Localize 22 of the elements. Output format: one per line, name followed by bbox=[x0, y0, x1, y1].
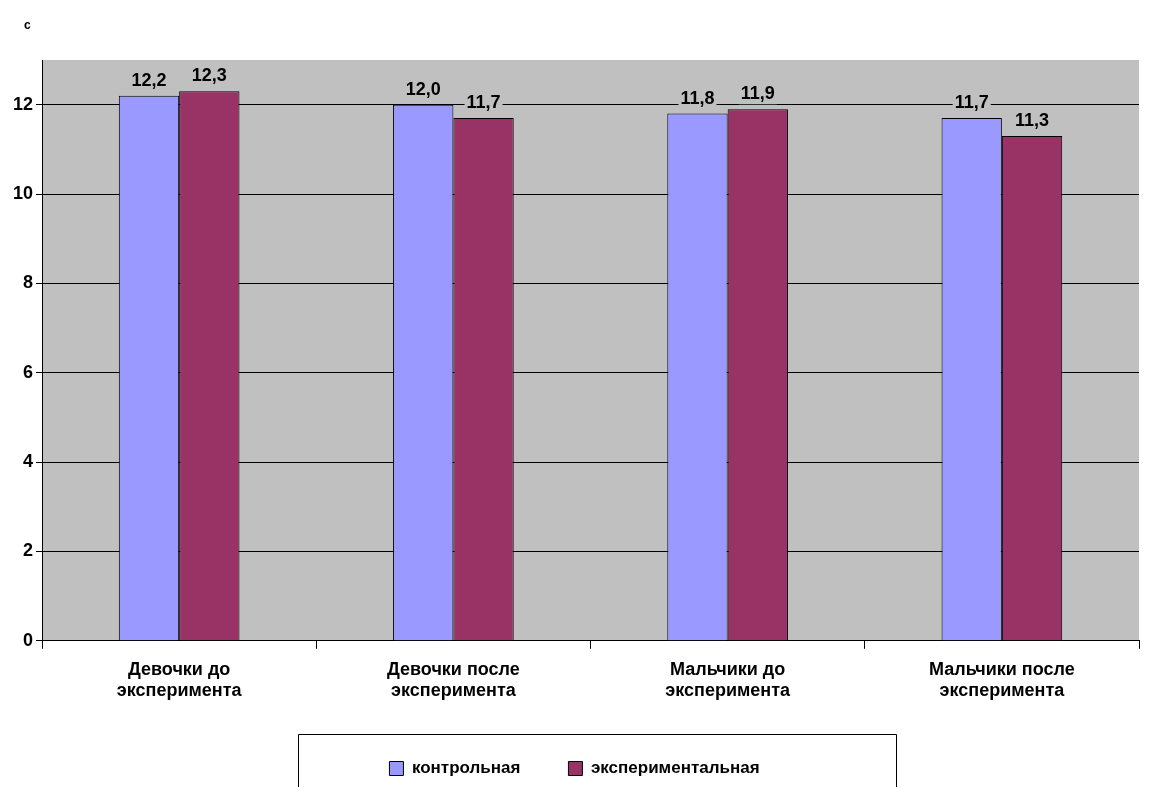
x-tick-label: Девочки до эксперимента bbox=[116, 658, 243, 701]
y-axis-title: с bbox=[24, 18, 31, 33]
y-tick-label: 4 bbox=[23, 451, 34, 472]
data-label: 11,8 bbox=[680, 87, 715, 108]
data-label: 12,3 bbox=[191, 65, 227, 86]
y-tick-label: 10 bbox=[12, 183, 34, 203]
data-label: 11,9 bbox=[740, 83, 775, 104]
x-tick-label: Мальчики до эксперимента bbox=[665, 658, 791, 701]
data-label: 11,7 bbox=[466, 92, 501, 113]
x-tick-label: Мальчики после эксперимента bbox=[929, 658, 1075, 701]
legend-label: экспериментальная bbox=[590, 758, 760, 778]
y-tick-label: 8 bbox=[23, 272, 34, 293]
y-tick-label: 0 bbox=[23, 629, 34, 650]
y-tick-label: 6 bbox=[23, 361, 34, 382]
x-tick-label: Девочки после эксперимента bbox=[386, 658, 520, 701]
y-tick-label: 2 bbox=[23, 540, 34, 561]
data-label: 12,0 bbox=[405, 78, 441, 99]
data-label: 12,2 bbox=[131, 69, 167, 90]
legend-label: контрольная bbox=[411, 758, 521, 778]
y-tick-label: 12 bbox=[12, 93, 34, 114]
data-label: 11,7 bbox=[954, 92, 989, 113]
data-label: 11,3 bbox=[1015, 109, 1050, 130]
